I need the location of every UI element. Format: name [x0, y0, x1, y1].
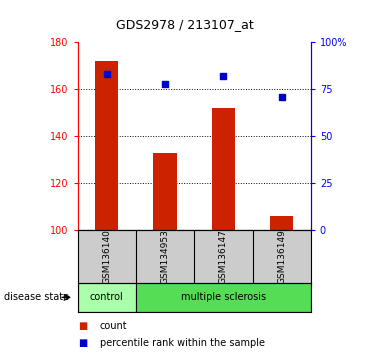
Text: GSM136149: GSM136149	[277, 229, 286, 284]
Bar	[154, 153, 177, 230]
Text: multiple sclerosis: multiple sclerosis	[181, 292, 266, 302]
Point	[279, 94, 285, 100]
Text: percentile rank within the sample: percentile rank within the sample	[100, 338, 265, 348]
Text: GSM136147: GSM136147	[219, 229, 228, 284]
Bar	[95, 61, 118, 230]
Text: count: count	[100, 321, 128, 331]
Text: ■: ■	[78, 338, 87, 348]
Text: control: control	[90, 292, 124, 302]
Bar	[212, 108, 235, 230]
Bar	[270, 216, 293, 230]
Text: ■: ■	[78, 321, 87, 331]
Text: GSM136140: GSM136140	[102, 229, 111, 284]
Bar	[78, 283, 136, 312]
Point	[162, 81, 168, 87]
Point	[221, 73, 226, 79]
Bar	[136, 283, 311, 312]
Point	[104, 72, 110, 77]
Text: GSM134953: GSM134953	[161, 229, 169, 284]
Text: GDS2978 / 213107_at: GDS2978 / 213107_at	[116, 18, 254, 31]
Text: disease state: disease state	[4, 292, 69, 302]
